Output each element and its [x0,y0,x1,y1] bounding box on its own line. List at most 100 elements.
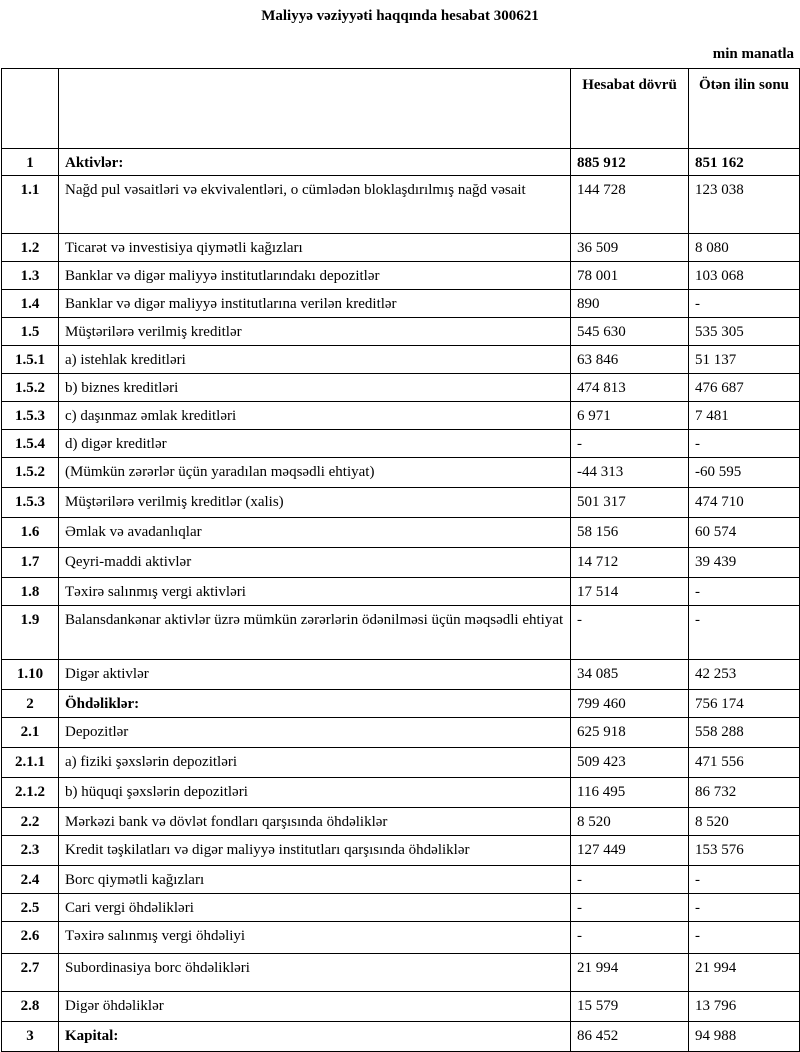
previous-year-value: 42 253 [688,659,800,690]
current-period-value: 14 712 [570,547,689,578]
balance-sheet-table: Hesabat dövrü Ötən ilin sonu 1 Aktivlər: 8… [1,68,800,1052]
row-number: 2.7 [1,953,59,992]
row-number: 1.1 [1,175,59,234]
previous-year-value: - [688,865,800,894]
header-current-period: Hesabat dövrü [570,68,689,149]
row-number: 2.6 [1,921,59,954]
table-row: 2.2 Mərkəzi bank və dövlət fondları qarşı… [1,807,800,836]
row-label: Təxirə salınmış vergi öhdəliyi [58,921,571,954]
row-number: 1.10 [1,659,59,690]
table-row: 1.9 Balansdankənar aktivlər üzrə mümkün z… [1,605,800,660]
table-header-row: Hesabat dövrü Ötən ilin sonu [1,68,800,149]
row-label: Mərkəzi bank və dövlət fondları qarşısın… [58,807,571,836]
previous-year-value: - [688,289,800,318]
row-label: Kredit təşkilatları və digər maliyyə ins… [58,835,571,866]
report-title: Maliyyə vəziyyəti haqqında hesabat 30062… [261,8,539,24]
table-row: 1.5.2 (Mümkün zərərlər üçün yaradılan məq… [1,457,800,488]
table-row: 1 Aktivlər: 885 912 851 162 [1,148,800,176]
row-number: 1.5.3 [1,487,59,518]
current-period-value: 509 423 [570,747,689,778]
row-label: Borc qiymətli kağızları [58,865,571,894]
previous-year-value: 7 481 [688,401,800,430]
row-label: d) digər kreditlər [58,429,571,458]
previous-year-value: 474 710 [688,487,800,518]
previous-year-value: 756 174 [688,689,800,718]
previous-year-value: 13 796 [688,991,800,1022]
table-row: 1.4 Banklar və digər maliyyə institutları… [1,289,800,318]
table-row: 3 Kapital: 86 452 94 988 [1,1021,800,1052]
current-period-value: - [570,921,689,954]
current-period-value: 63 846 [570,345,689,374]
row-label: Subordinasiya borc öhdəlikləri [58,953,571,992]
previous-year-value: 21 994 [688,953,800,992]
current-period-value: 58 156 [570,517,689,548]
table-row: 2.1 Depozitlər 625 918 558 288 [1,717,800,748]
previous-year-value: 123 038 [688,175,800,234]
row-label: Balansdankənar aktivlər üzrə mümkün zərə… [58,605,571,660]
table-row: 2.4 Borc qiymətli kağızları - - [1,865,800,894]
row-number: 2.1 [1,717,59,748]
previous-year-value: 153 576 [688,835,800,866]
table-row: 1.1 Nağd pul vəsaitləri və ekvivalentləri… [1,175,800,234]
row-number: 1.3 [1,261,59,290]
current-period-value: 799 460 [570,689,689,718]
current-period-value: 144 728 [570,175,689,234]
row-label: Banklar və digər maliyyə institutlarında… [58,261,571,290]
row-label: Nağd pul vəsaitləri və ekvivalentləri, o… [58,175,571,234]
current-period-value: - [570,865,689,894]
row-label: b) hüquqi şəxslərin depozitləri [58,777,571,808]
previous-year-value: 86 732 [688,777,800,808]
table-row: 2.3 Kredit təşkilatları və digər maliyyə … [1,835,800,866]
previous-year-value: -60 595 [688,457,800,488]
row-label: Aktivlər: [58,148,571,176]
previous-year-value: 103 068 [688,261,800,290]
previous-year-value: - [688,893,800,922]
current-period-value: 127 449 [570,835,689,866]
row-number: 2 [1,689,59,718]
previous-year-value: 535 305 [688,317,800,346]
table-row: 1.7 Qeyri-maddi aktivlər 14 712 39 439 [1,547,800,578]
current-period-value: 501 317 [570,487,689,518]
table-row: 1.5.1 a) istehlak kreditləri 63 846 51 137 [1,345,800,374]
row-number: 2.1.1 [1,747,59,778]
row-number: 1.5.4 [1,429,59,458]
table-row: 1.10 Digər aktivlər 34 085 42 253 [1,659,800,690]
table-row: 1.5.3 c) daşınmaz əmlak kreditləri 6 971 7 … [1,401,800,430]
row-number: 1.5.2 [1,373,59,402]
row-number: 3 [1,1021,59,1052]
row-label: Müştərilərə verilmiş kreditlər [58,317,571,346]
header-no [1,68,59,149]
previous-year-value: 51 137 [688,345,800,374]
current-period-value: - [570,893,689,922]
header-label [58,68,571,149]
row-number: 1 [1,148,59,176]
previous-year-value: - [688,605,800,660]
table-row: 2.5 Cari vergi öhdəlikləri - - [1,893,800,922]
row-label: Ticarət və investisiya qiymətli kağızlar… [58,233,571,262]
current-period-value: 885 912 [570,148,689,176]
row-number: 2.3 [1,835,59,866]
previous-year-value: 39 439 [688,547,800,578]
row-label: Əmlak və avadanlıqlar [58,517,571,548]
current-period-value: 474 813 [570,373,689,402]
row-label: Müştərilərə verilmiş kreditlər (xalis) [58,487,571,518]
table-row: 2.8 Digər öhdəliklər 15 579 13 796 [1,991,800,1022]
current-period-value: 21 994 [570,953,689,992]
row-number: 1.7 [1,547,59,578]
previous-year-value: - [688,429,800,458]
current-period-value: 86 452 [570,1021,689,1052]
row-number: 2.4 [1,865,59,894]
current-period-value: 625 918 [570,717,689,748]
table-row: 2 Öhdəliklər: 799 460 756 174 [1,689,800,718]
row-label: c) daşınmaz əmlak kreditləri [58,401,571,430]
row-label: Digər öhdəliklər [58,991,571,1022]
row-label: Qeyri-maddi aktivlər [58,547,571,578]
row-label: Cari vergi öhdəlikləri [58,893,571,922]
table-row: 2.1.2 b) hüquqi şəxslərin depozitləri 116 … [1,777,800,808]
row-number: 1.5.3 [1,401,59,430]
row-label: a) istehlak kreditləri [58,345,571,374]
table-row: 1.2 Ticarət və investisiya qiymətli kağız… [1,233,800,262]
row-label: Depozitlər [58,717,571,748]
row-number: 2.5 [1,893,59,922]
row-number: 1.2 [1,233,59,262]
